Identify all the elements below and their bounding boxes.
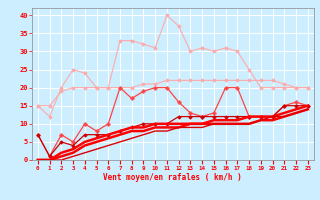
X-axis label: Vent moyen/en rafales ( km/h ): Vent moyen/en rafales ( km/h ) (103, 173, 242, 182)
